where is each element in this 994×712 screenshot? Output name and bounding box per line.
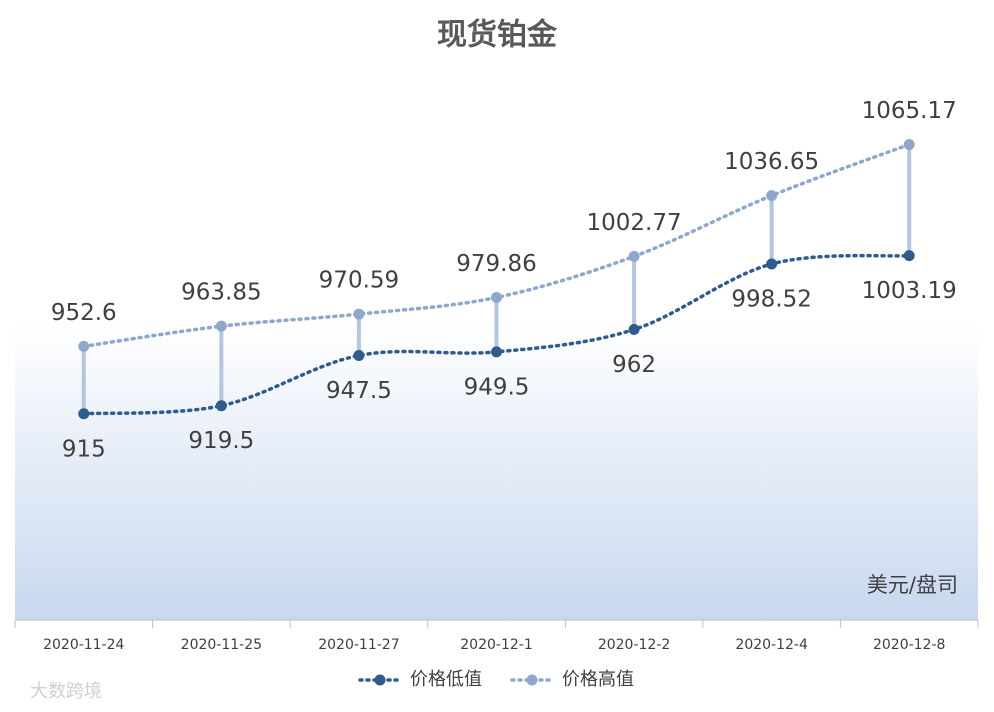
marker	[215, 320, 227, 332]
unit-label: 美元/盘司	[867, 573, 958, 597]
legend-label: 价格低值	[410, 669, 482, 690]
marker	[78, 340, 90, 352]
x-tick-label: 2020-12-2	[598, 637, 670, 653]
data-label: 952.6	[51, 300, 117, 326]
marker	[903, 138, 915, 150]
data-label: 979.86	[456, 251, 536, 277]
data-label: 998.52	[731, 286, 811, 312]
x-tick-label: 2020-12-1	[460, 637, 532, 653]
data-label: 963.85	[181, 280, 261, 306]
marker	[766, 258, 778, 270]
x-tick-label: 2020-12-4	[735, 637, 808, 653]
data-label: 947.5	[326, 378, 392, 404]
data-label: 1036.65	[724, 149, 819, 175]
legend-label: 价格高值	[562, 669, 634, 690]
marker	[215, 400, 227, 412]
data-label: 962	[612, 352, 656, 378]
marker	[628, 250, 640, 262]
x-tick-label: 2020-11-27	[318, 637, 399, 653]
legend-marker	[374, 674, 386, 686]
x-tick-label: 2020-11-24	[43, 637, 124, 653]
data-label: 949.5	[464, 374, 530, 400]
chart-title: 现货铂金	[437, 18, 558, 53]
marker	[353, 349, 365, 361]
data-label: 1002.77	[587, 210, 682, 236]
marker	[766, 190, 778, 202]
data-label: 970.59	[319, 268, 399, 294]
x-tick-label: 2020-12-8	[873, 637, 945, 653]
marker	[353, 308, 365, 320]
watermark: 大数跨境	[30, 681, 102, 702]
marker	[903, 250, 915, 262]
marker	[78, 408, 90, 420]
data-label: 1065.17	[862, 98, 957, 124]
marker	[491, 291, 502, 303]
x-tick-label: 2020-11-25	[181, 637, 262, 653]
marker	[491, 346, 502, 358]
data-label: 1003.19	[862, 278, 957, 304]
data-label: 915	[62, 436, 106, 462]
legend-marker	[526, 674, 538, 686]
marker	[628, 323, 640, 335]
data-label: 919.5	[188, 428, 254, 454]
